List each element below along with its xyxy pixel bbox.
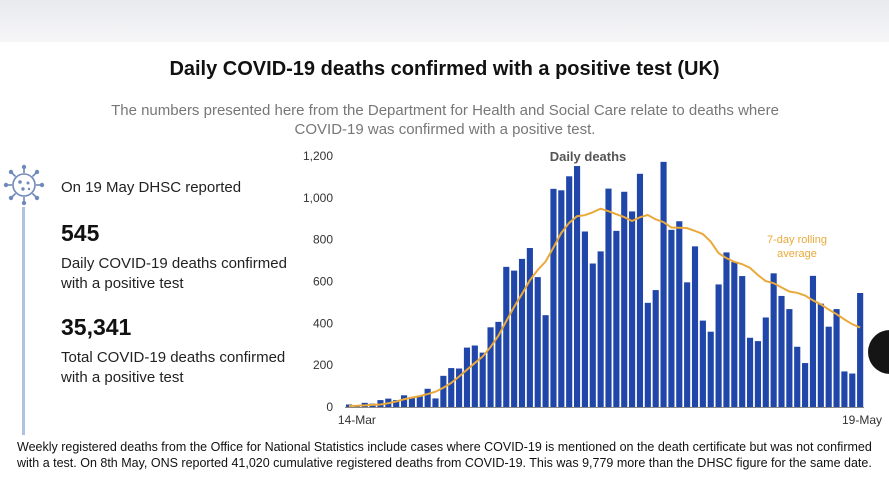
rolling-average-label-line1: 7-day rolling <box>767 234 827 246</box>
page-subtitle: The numbers presented here from the Depa… <box>111 102 779 138</box>
daily-deaths-bar <box>676 221 683 407</box>
daily-deaths-bar <box>652 290 659 407</box>
daily-deaths-bar <box>566 176 573 407</box>
daily-deaths-bar <box>660 161 667 407</box>
daily-deaths-bar <box>534 277 541 407</box>
rolling-average-label-line2: average <box>777 248 817 260</box>
daily-deaths-bar <box>558 190 565 407</box>
daily-deaths-bar <box>503 266 510 407</box>
daily-deaths-bar <box>621 191 628 407</box>
rolling-average-line <box>348 207 861 407</box>
scroll-button[interactable] <box>868 330 889 374</box>
y-tick-label: 0 <box>326 400 333 414</box>
y-tick-label: 400 <box>313 316 333 330</box>
timeline-line <box>22 207 25 435</box>
daily-deaths-bar <box>644 302 651 407</box>
daily-deaths-bar <box>542 315 549 407</box>
daily-deaths-bar <box>739 276 746 407</box>
daily-deaths-bar <box>605 188 612 407</box>
daily-deaths-bar <box>424 388 431 407</box>
y-tick-label: 1,000 <box>303 191 333 205</box>
daily-deaths-bar <box>668 229 675 407</box>
daily-deaths-bar <box>495 321 502 407</box>
daily-deaths-bar <box>448 368 455 407</box>
daily-deaths-bar <box>518 258 526 407</box>
x-tick-label: 14-Mar <box>338 413 376 427</box>
page-title: Daily COVID-19 deaths confirmed with a p… <box>169 58 720 80</box>
daily-deaths-bar <box>408 396 415 407</box>
daily-deaths-bar <box>573 166 581 407</box>
total-deaths-label: Total COVID-19 deaths confirmed with a p… <box>61 349 286 386</box>
daily-deaths-bar <box>479 352 486 407</box>
daily-deaths-bar <box>581 231 588 407</box>
daily-deaths-bar <box>416 395 423 407</box>
daily-deaths-bar <box>833 309 840 407</box>
total-deaths-value: 35,341 <box>61 314 132 340</box>
daily-deaths-bar <box>802 363 809 407</box>
daily-deaths-bar <box>456 368 463 407</box>
y-tick-label: 200 <box>313 358 333 372</box>
y-tick-label: 1,200 <box>303 149 333 163</box>
daily-deaths-bar <box>550 188 557 407</box>
daily-deaths-bar <box>731 262 738 407</box>
daily-deaths-bar <box>762 317 769 407</box>
daily-deaths-bar <box>786 309 793 407</box>
daily-deaths-bar <box>526 248 533 407</box>
daily-deaths-bar <box>857 293 864 407</box>
daily-deaths-bar <box>589 263 596 407</box>
daily-deaths-bar <box>707 331 714 407</box>
daily-deaths-bar <box>629 211 636 407</box>
daily-deaths-bar <box>746 337 754 407</box>
daily-deaths-bar <box>463 347 471 407</box>
daily-deaths-bar <box>691 246 699 407</box>
daily-deaths-bar <box>699 320 706 407</box>
top-bar <box>0 0 889 42</box>
daily-deaths-bar <box>754 341 761 407</box>
daily-deaths-bar <box>400 395 408 407</box>
daily-deaths-bar <box>487 327 494 407</box>
daily-deaths-bar <box>684 282 691 407</box>
daily-deaths-bar <box>613 230 620 407</box>
daily-deaths-bar <box>778 295 785 407</box>
daily-deaths-bar <box>809 275 817 407</box>
daily-deaths-bar <box>432 398 439 407</box>
daily-deaths-bar <box>471 345 478 407</box>
virus-icon <box>3 164 45 206</box>
daily-deaths-label: Daily COVID-19 deaths confirmed with a p… <box>61 255 287 292</box>
daily-deaths-bar <box>440 375 447 407</box>
daily-deaths-bar <box>636 173 644 407</box>
daily-deaths-bar <box>723 252 730 407</box>
daily-deaths-bar <box>597 251 604 407</box>
reported-date-text: On 19 May DHSC reported <box>61 179 242 196</box>
daily-deaths-bar <box>849 373 856 407</box>
daily-deaths-bar <box>841 371 848 407</box>
y-tick-label: 800 <box>313 233 333 247</box>
y-tick-label: 600 <box>313 275 333 289</box>
daily-deaths-bar <box>794 346 801 407</box>
daily-deaths-bar <box>715 284 722 407</box>
daily-deaths-bar <box>817 303 824 407</box>
x-tick-label: 19-May <box>842 413 882 427</box>
daily-deaths-value: 545 <box>61 220 100 246</box>
daily-deaths-chart: Daily deaths 0 200 400 600 800 1,000 1,200 7-d… <box>303 149 882 427</box>
daily-deaths-bar <box>511 270 518 407</box>
daily-deaths-bar <box>770 273 777 407</box>
daily-deaths-bar <box>825 326 832 407</box>
daily-deaths-bar <box>393 400 400 407</box>
chart-title: Daily deaths <box>550 149 627 164</box>
ons-footnote: Weekly registered deaths from the Office… <box>17 440 872 470</box>
